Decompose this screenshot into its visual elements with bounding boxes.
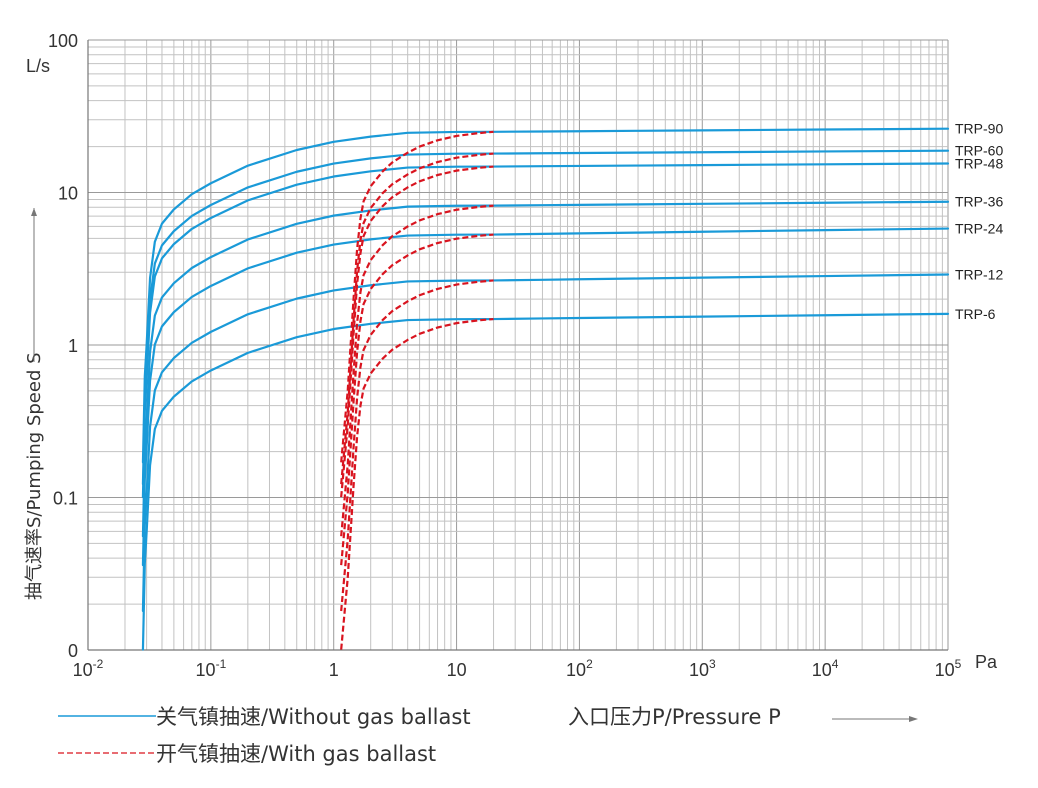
model-label-trp-36: TRP-36 (955, 194, 1003, 210)
series-trp-90-without-gas-ballast (141, 127, 950, 464)
x-tick-label: 1 (329, 660, 339, 680)
series-trp-48-without-gas-ballast (141, 162, 950, 499)
series-trp-12-without-gas-ballast (141, 273, 950, 613)
series-trp-90-with-gas-ballast (340, 130, 494, 463)
series-trp-12-with-gas-ballast (340, 279, 494, 612)
x-tick-label: 10 (447, 660, 467, 680)
series-trp-6-without-gas-ballast (141, 312, 950, 651)
x-axis-arrow-head (909, 716, 918, 722)
y-tick-label: 1 (68, 336, 78, 356)
legend-label-without: 关气镇抽速/Without gas ballast (156, 705, 471, 729)
grid (87, 39, 949, 651)
x-tick-label: 103 (689, 657, 716, 680)
y-tick-label: 0.1 (53, 489, 78, 509)
x-tick-label: 102 (566, 657, 593, 680)
y-tick-label: 10 (58, 184, 78, 204)
series-trp-60-without-gas-ballast (141, 149, 950, 486)
y-tick-label: 100 (48, 31, 78, 51)
y-tick-label: 0 (68, 641, 78, 661)
series-trp-6-with-gas-ballast (340, 317, 494, 650)
y-axis-arrow-head (31, 208, 37, 216)
x-tick-labels: 10-2 10-1 1 10 102 103 104 105 (73, 657, 962, 680)
model-label-trp-24: TRP-24 (955, 221, 1003, 237)
series-trp-24-without-gas-ballast (141, 227, 950, 567)
x-unit-label: Pa (975, 652, 998, 672)
y-axis-label-group: 抽气速率S/Pumping Speed S (24, 208, 45, 600)
series-trp-36-without-gas-ballast (141, 200, 950, 538)
x-axis-label: 入口压力P/Pressure P (568, 705, 781, 729)
legend-label-with: 开气镇抽速/With gas ballast (156, 742, 436, 766)
with-gas-ballast-curves (340, 130, 494, 650)
y-axis-label: 抽气速率S/Pumping Speed S (24, 352, 45, 600)
model-label-trp-48: TRP-48 (955, 156, 1003, 172)
series-trp-24-with-gas-ballast (340, 233, 494, 566)
model-label-trp-90: TRP-90 (955, 121, 1003, 137)
y-unit-label: L/s (26, 56, 50, 76)
series-trp-48-with-gas-ballast (340, 165, 494, 498)
x-tick-label: 105 (935, 657, 962, 680)
without-gas-ballast-curves (141, 127, 950, 651)
x-tick-label: 10-1 (196, 657, 227, 680)
x-tick-label: 10-2 (73, 657, 104, 680)
model-label-trp-6: TRP-6 (955, 306, 996, 322)
series-trp-36-with-gas-ballast (340, 204, 494, 537)
model-label-trp-12: TRP-12 (955, 267, 1003, 283)
model-label-trp-60: TRP-60 (955, 143, 1003, 159)
y-tick-labels: 0 0.1 1 10 100 (48, 31, 78, 661)
x-tick-label: 104 (812, 657, 839, 680)
